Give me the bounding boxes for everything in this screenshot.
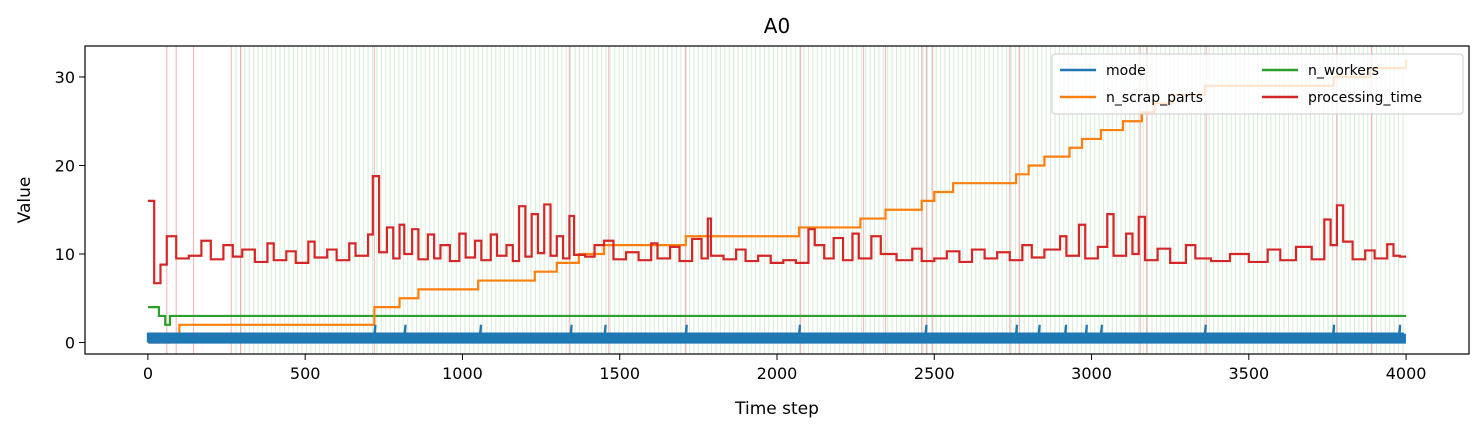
- legend-label-n-workers: n_workers: [1308, 63, 1379, 79]
- x-tick-label: 2500: [914, 364, 955, 383]
- legend-label-mode: mode: [1106, 63, 1146, 79]
- series-line-mode: [146, 324, 1406, 344]
- series-line-processing-time: [147, 175, 1407, 285]
- x-tick-label: 4000: [1386, 364, 1427, 383]
- y-tick-label: 10: [55, 245, 75, 264]
- x-tick-label: 0: [143, 364, 153, 383]
- series-line-n-workers: [147, 305, 1407, 326]
- x-tick-label: 500: [290, 364, 321, 383]
- y-axis: 0 10 20 30: [55, 68, 85, 352]
- legend-label-processing-time: processing_time: [1308, 90, 1422, 106]
- chart-title: A0: [764, 14, 790, 38]
- x-axis-label: Time step: [734, 399, 819, 419]
- y-tick-label: 30: [55, 68, 75, 87]
- y-axis-label: Value: [15, 177, 35, 224]
- legend-box: [1051, 53, 1464, 115]
- x-tick-label: 2000: [757, 364, 798, 383]
- legend-label-n-scrap-parts: n_scrap_parts: [1106, 90, 1203, 106]
- x-tick-label: 1000: [442, 364, 483, 383]
- legend: mode n_workers n_scrap_parts processing_…: [1051, 53, 1464, 115]
- x-tick-label: 3500: [1228, 364, 1269, 383]
- y-tick-label: 20: [55, 156, 75, 175]
- y-tick-label: 0: [65, 333, 75, 352]
- x-tick-label: 1500: [599, 364, 640, 383]
- x-tick-label: 3000: [1071, 364, 1112, 383]
- x-axis: 0 500 1000 1500 2000 2500 3000 3500 4000: [143, 354, 1427, 383]
